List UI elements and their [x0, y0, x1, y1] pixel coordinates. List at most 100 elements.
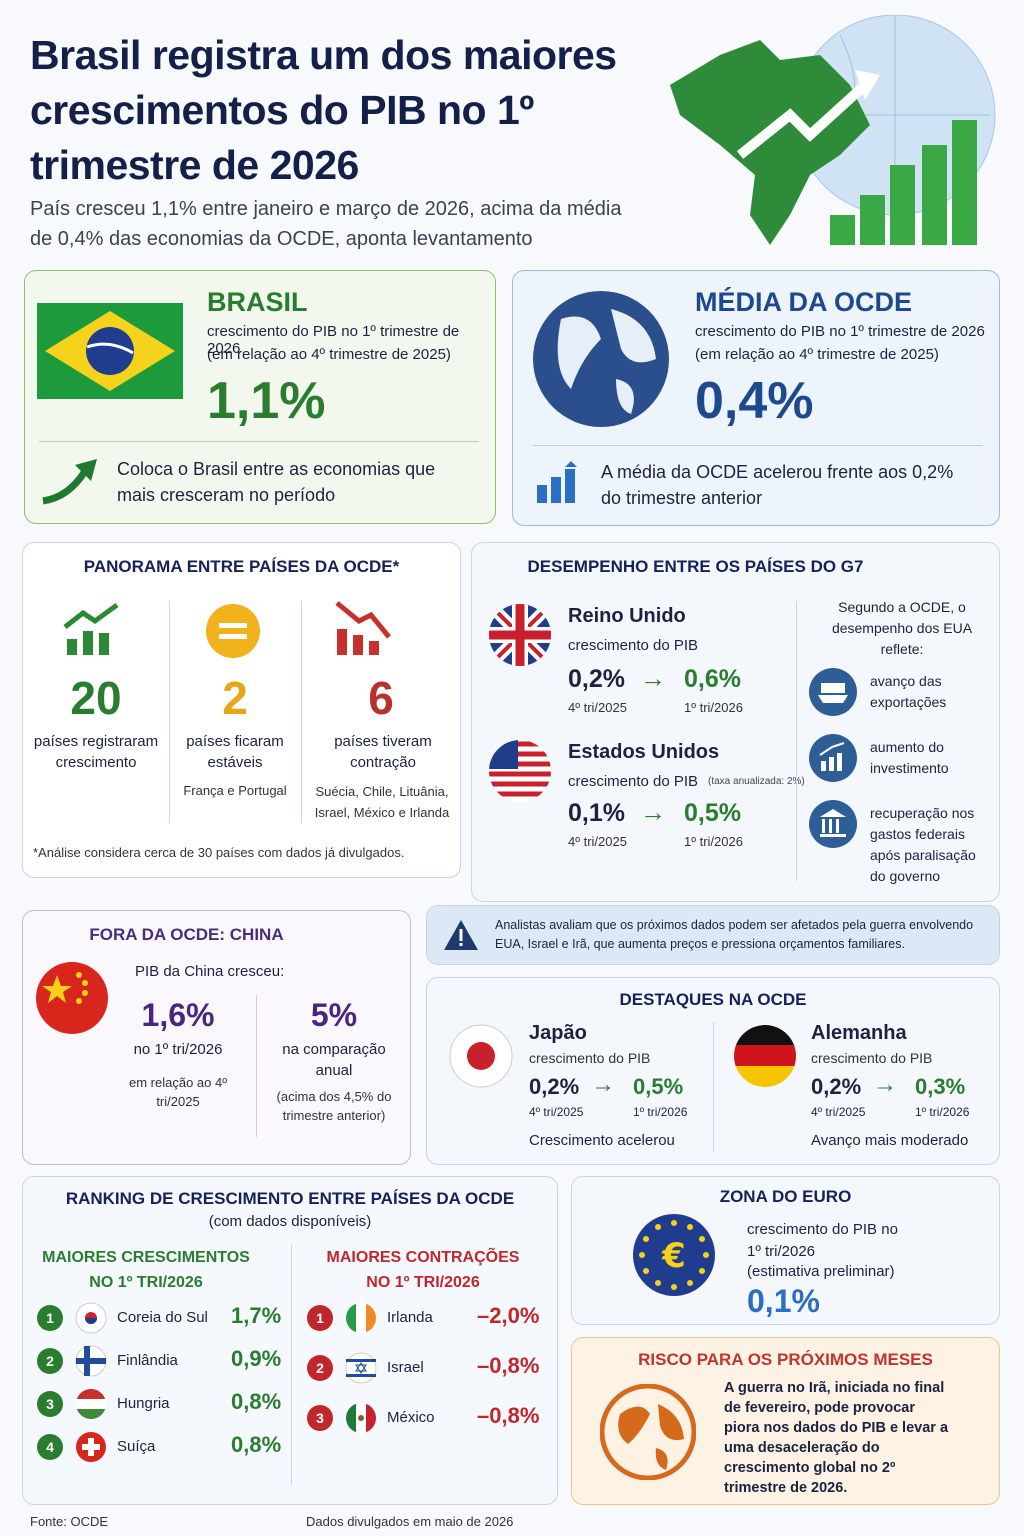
date: Dados divulgados em maio de 2026	[306, 1514, 514, 1529]
stat-detail: Suécia, Chile, Lituânia, Israel, México …	[314, 784, 450, 820]
divider	[256, 995, 257, 1137]
card-title: MÉDIA DA OCDE	[695, 287, 913, 317]
stat-value: 2	[222, 672, 248, 724]
flag-icon	[346, 1403, 376, 1433]
flag-icon	[345, 1352, 377, 1384]
column-title: MAIORES CRESCIMENTOS NO 1º TRI/2026	[42, 1249, 250, 1291]
ranking-card: RANKING DE CRESCIMENTO ENTRE PAÍSES DA O…	[22, 1176, 558, 1505]
rank-value: –2,0%	[477, 1303, 540, 1328]
country: Coreia do Sul	[117, 1309, 208, 1326]
factor: aumento do investimento	[870, 739, 949, 776]
divider	[39, 441, 479, 442]
note: (em relação ao 4º trimestre de 2025)	[695, 346, 939, 363]
flag	[75, 1302, 107, 1334]
panorama-card: PANORAMA ENTRE PAÍSES DA OCDE* 20 2 6 pa…	[22, 542, 461, 878]
period: 4º tri/2025	[529, 1105, 584, 1119]
arrow: →	[873, 1071, 897, 1098]
arrow: →	[640, 663, 666, 693]
flag	[75, 1345, 107, 1377]
desc: crescimento do PIB no 1º trimestre de 20…	[207, 323, 460, 357]
stable-icon	[206, 604, 260, 658]
section-title: RISCO PARA OS PRÓXIMOS MESES	[638, 1350, 933, 1369]
section-title: RANKING DE CRESCIMENTO ENTRE PAÍSES DA O…	[65, 1189, 515, 1208]
germany-flag	[734, 1025, 796, 1087]
flag-icon	[346, 1303, 376, 1333]
source: Fonte: OCDE	[30, 1514, 109, 1529]
growth-icon	[63, 603, 119, 655]
note: (estimativa preliminar)	[747, 1263, 895, 1280]
value-before: 0,2%	[811, 1074, 862, 1099]
risk-card: RISCO PARA OS PRÓXIMOS MESES A guerra no…	[571, 1337, 1000, 1505]
hero-graphic	[670, 15, 996, 245]
rank-value: –0,8%	[477, 1353, 540, 1378]
value-after: 0,5%	[633, 1074, 684, 1099]
value-after: 0,3%	[915, 1074, 966, 1099]
up-arrow-icon	[42, 459, 97, 505]
china-card: FORA DA OCDE: CHINA PIB da China cresceu…	[22, 910, 411, 1165]
section-title: DESEMPENHO ENTRE OS PAÍSES DO G7	[527, 557, 864, 576]
stat-label: países ficaram estáveis	[186, 733, 284, 771]
destaques-card: DESTAQUES NA OCDE Japão crescimento do P…	[426, 977, 1000, 1165]
factor: avanço das exportações	[870, 673, 947, 710]
warning-icon	[444, 920, 478, 950]
period: 4º tri/2025	[811, 1105, 866, 1119]
divider	[301, 601, 302, 823]
intro: PIB da China cresceu:	[135, 963, 285, 980]
rank-value: 0,9%	[231, 1346, 282, 1371]
divider	[796, 601, 797, 881]
rank-badge: 3	[307, 1405, 333, 1431]
section-subtitle: (com dados disponíveis)	[208, 1213, 372, 1230]
stat-value: 6	[368, 672, 394, 724]
china-flag	[36, 962, 108, 1034]
euro-icon: €	[633, 1214, 715, 1296]
value: 5%	[310, 997, 358, 1033]
arrow: →	[591, 1071, 615, 1098]
risk-text: A guerra no Irã, iniciada no final de fe…	[724, 1380, 949, 1496]
value-before: 0,2%	[529, 1074, 580, 1099]
subtitle: País cresceu 1,1% entre janeiro e março …	[30, 198, 622, 250]
flag	[75, 1388, 107, 1420]
column-title: MAIORES CONTRAÇÕES NO 1º TRI/2026	[326, 1249, 520, 1291]
desc: crescimento do PIB	[568, 637, 699, 654]
alert-box: Analistas avaliam que os próximos dados …	[426, 905, 1000, 965]
section-title: FORA DA OCDE: CHINA	[89, 925, 284, 944]
flag-icon	[75, 1302, 107, 1334]
government-icon	[809, 800, 857, 848]
rank-value: 1,7%	[231, 1303, 282, 1328]
rank-badge: 2	[37, 1348, 63, 1374]
us-flag	[489, 740, 551, 802]
note: (acima dos 4,5% do trimestre anterior)	[276, 1089, 392, 1123]
flag-icon	[75, 1345, 107, 1377]
rank-badge: 1	[307, 1305, 333, 1331]
globe-risk-icon	[600, 1384, 696, 1480]
card-title: BRASIL	[207, 287, 308, 317]
value-after: 0,5%	[684, 799, 741, 827]
desc: crescimento do PIB no 1º tri/2026	[747, 1221, 898, 1260]
section-title: ZONA DO EURO	[719, 1187, 852, 1206]
rank-badge: 3	[37, 1391, 63, 1417]
note: em relação ao 4º tri/2025	[129, 1075, 227, 1109]
globe-icon	[533, 291, 669, 427]
country: Israel	[387, 1359, 424, 1376]
desc: crescimento do PIB no 1º trimestre de 20…	[695, 323, 985, 340]
svg-text:€: €	[661, 1236, 686, 1276]
rank-value: 0,8%	[231, 1432, 282, 1457]
rank-value: 0,8%	[231, 1389, 282, 1414]
ocde-card: MÉDIA DA OCDE crescimento do PIB no 1º t…	[512, 270, 1000, 526]
flag	[345, 1402, 377, 1434]
flag-icon	[76, 1389, 106, 1419]
flag	[345, 1352, 377, 1384]
export-icon	[809, 668, 857, 716]
stat-label: países tiveram contração	[334, 733, 432, 771]
country-name: Reino Unido	[568, 605, 686, 627]
rank-value: –0,8%	[477, 1403, 540, 1428]
stat-label: países registraram crescimento	[33, 733, 159, 771]
divider	[291, 1245, 292, 1485]
note: (taxa anualizada: 2%)	[708, 776, 805, 787]
value-before: 0,2%	[568, 665, 625, 693]
value-after: 0,6%	[684, 665, 741, 693]
country: Finlândia	[117, 1352, 178, 1369]
country-name: Japão	[529, 1022, 587, 1044]
alert-text: Analistas avaliam que os próximos dados …	[495, 918, 974, 951]
